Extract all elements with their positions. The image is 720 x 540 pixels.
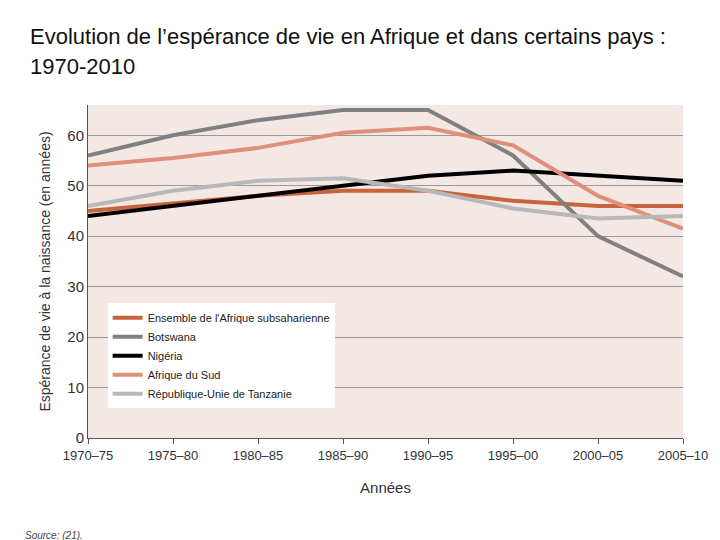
svg-text:Afrique du Sud: Afrique du Sud bbox=[148, 369, 221, 381]
svg-text:10: 10 bbox=[67, 379, 84, 396]
svg-text:Espérance de vie à la naissanc: Espérance de vie à la naissance (en anné… bbox=[37, 131, 53, 411]
svg-text:1970–75: 1970–75 bbox=[63, 448, 114, 463]
html-text:Evolution de l’espérance de vi: Evolution de l’espérance de vie en Afriq… bbox=[30, 24, 666, 79]
svg-text:Botswana: Botswana bbox=[148, 331, 197, 343]
svg-text:2000–05: 2000–05 bbox=[573, 448, 624, 463]
svg-text:60: 60 bbox=[67, 127, 84, 144]
svg-text:1975–80: 1975–80 bbox=[148, 448, 199, 463]
svg-text:0: 0 bbox=[76, 429, 84, 446]
svg-text:1990–95: 1990–95 bbox=[403, 448, 454, 463]
svg-text:Source: (21).: Source: (21). bbox=[25, 530, 83, 540]
svg-text:40: 40 bbox=[67, 227, 84, 244]
svg-text:50: 50 bbox=[67, 177, 84, 194]
svg-text:1985–90: 1985–90 bbox=[318, 448, 369, 463]
svg-text:30: 30 bbox=[67, 278, 84, 295]
svg-text:Ensemble de l'Afrique subsahar: Ensemble de l'Afrique subsaharienne bbox=[148, 312, 330, 324]
svg-text:Années: Années bbox=[360, 479, 411, 496]
svg-text:20: 20 bbox=[67, 328, 84, 345]
svg-text:2005–10: 2005–10 bbox=[658, 448, 709, 463]
svg-text:Nigéria: Nigéria bbox=[148, 350, 184, 362]
svg-text:1980–85: 1980–85 bbox=[233, 448, 284, 463]
svg-text:République-Unie de Tanzanie: République-Unie de Tanzanie bbox=[148, 388, 292, 400]
svg-text:1995–00: 1995–00 bbox=[488, 448, 539, 463]
